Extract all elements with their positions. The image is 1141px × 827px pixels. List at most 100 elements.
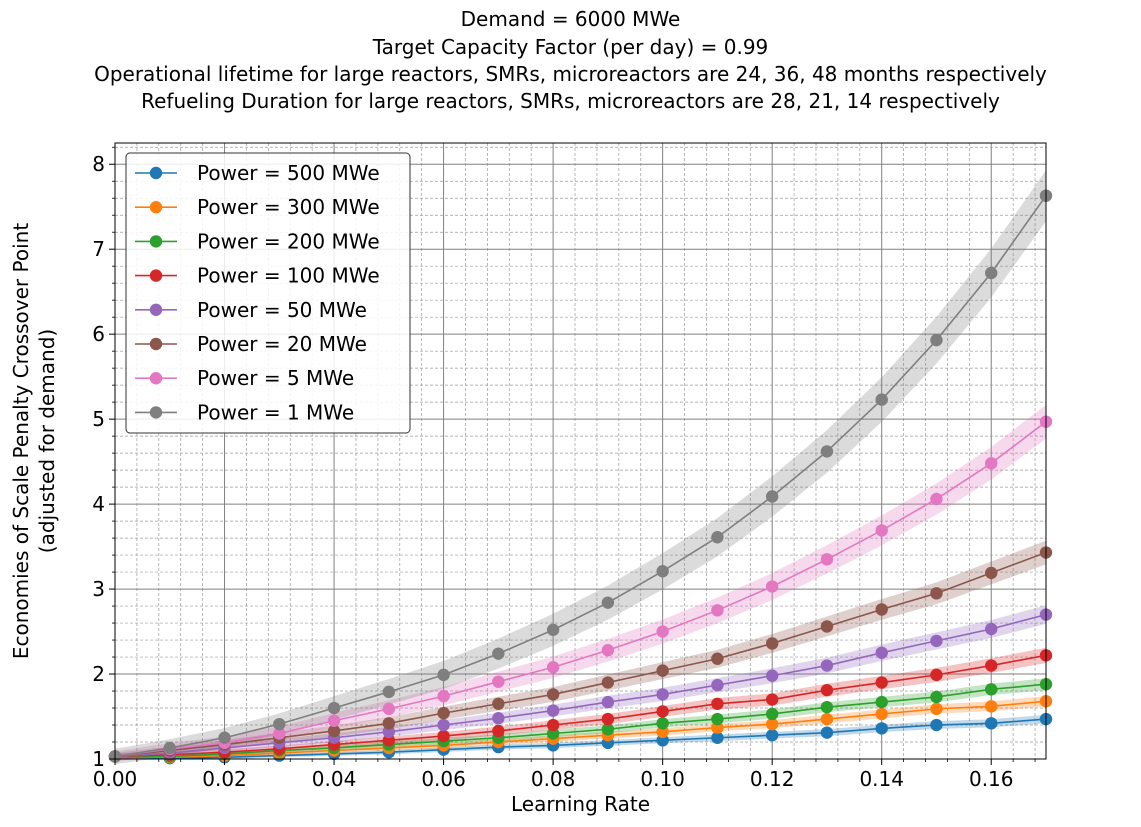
data-point — [985, 266, 998, 280]
legend-marker — [149, 235, 163, 248]
y-tick-label: 7 — [92, 237, 105, 261]
data-point — [930, 587, 943, 600]
data-point — [820, 712, 834, 726]
data-point — [492, 647, 505, 660]
data-point — [327, 714, 341, 727]
series-line-5 — [114, 551, 1047, 758]
data-point — [985, 566, 998, 580]
data-point — [985, 700, 998, 713]
series-line-6 — [114, 421, 1047, 758]
legend-label: Power = 5 MWe — [197, 366, 354, 390]
legend-marker — [149, 201, 163, 214]
data-point — [765, 717, 779, 731]
data-point — [656, 565, 669, 578]
data-point — [875, 603, 888, 616]
data-point — [820, 659, 834, 672]
chart-title-line-2: Target Capacity Factor (per day) = 0.99 — [372, 35, 769, 59]
legend-item: Power = 5 MWe — [135, 366, 354, 390]
data-point — [985, 659, 998, 672]
series-7 — [108, 189, 1053, 763]
data-point — [765, 580, 779, 593]
y-tick-label: 6 — [92, 322, 105, 346]
legend-item: Power = 500 MWe — [135, 161, 380, 185]
legend: Power = 500 MWe Power = 300 MWe Power = 20… — [125, 152, 411, 434]
data-point — [820, 726, 834, 739]
data-point — [875, 393, 888, 406]
data-point — [930, 333, 943, 347]
legend-label: Power = 200 MWe — [197, 229, 380, 253]
data-point — [711, 652, 724, 665]
data-point — [711, 731, 724, 744]
data-point — [546, 727, 560, 740]
data-point — [930, 690, 943, 704]
y-tick-label: 1 — [92, 747, 105, 771]
data-point — [601, 723, 615, 736]
data-point — [765, 707, 779, 721]
legend-marker — [149, 406, 163, 419]
line-layer — [108, 189, 1053, 765]
data-point — [327, 724, 341, 738]
data-point — [273, 727, 286, 740]
legend-marker — [149, 337, 163, 351]
legend-label: Power = 20 MWe — [197, 332, 367, 356]
y-tick-label: 4 — [92, 492, 105, 516]
legend-marker — [149, 372, 163, 385]
data-point — [930, 492, 943, 506]
data-point — [711, 604, 724, 617]
data-point — [273, 717, 286, 731]
y-tick-label: 3 — [92, 577, 105, 601]
data-point — [875, 707, 888, 721]
legend-label: Power = 1 MWe — [197, 400, 354, 424]
data-point — [875, 646, 888, 659]
legend-marker — [149, 166, 163, 180]
chart-title-line-3: Operational lifetime for large reactors,… — [94, 62, 1047, 86]
data-point — [437, 706, 450, 720]
y-tick-label: 8 — [92, 152, 105, 176]
data-point — [711, 531, 724, 544]
data-point — [930, 702, 943, 716]
data-point — [711, 697, 724, 710]
data-point — [765, 637, 779, 650]
data-point — [711, 678, 724, 692]
x-tick-label: 0.14 — [859, 767, 904, 791]
data-point — [820, 445, 834, 458]
data-point — [820, 700, 834, 714]
data-point — [656, 688, 669, 701]
series-line-0 — [114, 718, 1047, 759]
data-point — [875, 524, 888, 537]
legend-item: Power = 50 MWe — [135, 298, 367, 322]
data-point — [656, 705, 669, 718]
data-point — [437, 689, 450, 703]
series-line-1 — [114, 700, 1047, 759]
legend-label: Power = 50 MWe — [197, 298, 367, 322]
plot-frame — [114, 142, 1047, 760]
data-point — [656, 625, 669, 638]
data-point — [711, 721, 724, 734]
legend-marker — [149, 303, 163, 316]
x-tick-label: 0.12 — [750, 767, 795, 791]
data-point — [601, 644, 615, 657]
data-point — [985, 457, 998, 470]
data-point — [930, 634, 943, 648]
data-point — [492, 675, 505, 688]
series-line-4 — [114, 613, 1047, 758]
legend-label: Power = 100 MWe — [197, 264, 380, 288]
y-axis-label-line-1: Economies of Scale Penalty Crossover Poi… — [9, 223, 33, 659]
legend-marker — [149, 269, 163, 282]
data-point — [601, 712, 615, 726]
data-point — [601, 676, 615, 689]
series-line-3 — [114, 654, 1047, 758]
series-line-7 — [114, 195, 1047, 758]
legend-box — [125, 152, 411, 434]
x-tick-label: 0.08 — [531, 767, 576, 791]
data-point — [546, 661, 560, 674]
x-tick-label: 0.06 — [421, 767, 466, 791]
x-tick-label: 0.02 — [202, 767, 247, 791]
data-point — [327, 701, 341, 715]
x-tick-label: 0.16 — [969, 767, 1014, 791]
data-point — [163, 741, 176, 755]
y-tick-label: 2 — [92, 662, 105, 686]
data-point — [382, 685, 396, 699]
data-point — [820, 683, 834, 697]
